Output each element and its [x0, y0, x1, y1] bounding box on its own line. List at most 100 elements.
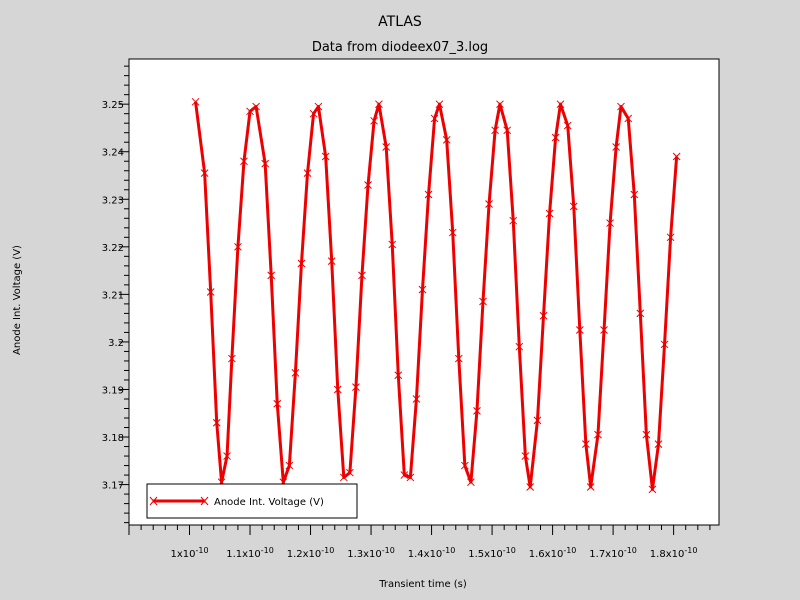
data-point-marker [594, 430, 602, 439]
data-point-marker [346, 468, 354, 477]
data-point-marker [551, 133, 560, 142]
chart-subtitle: Data from diodeex07_3.log [312, 40, 488, 55]
data-point-marker [606, 219, 614, 227]
data-point-marker [526, 483, 535, 491]
x-axis-label: Transient time (s) [378, 579, 467, 590]
data-point-marker [240, 157, 248, 166]
data-point-marker [375, 100, 383, 109]
y-tick-label: 3.21 [102, 290, 124, 301]
data-point-marker [642, 430, 651, 439]
data-point-marker [563, 121, 572, 130]
data-point-marker [600, 326, 608, 334]
data-point-marker [406, 473, 415, 482]
data-point-marker [382, 143, 391, 151]
legend: Anode Int. Voltage (V) [146, 483, 358, 519]
data-point-marker [672, 152, 681, 161]
data-point-marker [617, 102, 625, 111]
data-point-marker [212, 418, 221, 427]
x-axis: 1x10-10 1.1x10-10 1.2x10-10 1.3x10-10 1.4x10… [128, 525, 711, 560]
data-point-marker [448, 228, 457, 237]
data-point-marker [206, 288, 215, 296]
x-tick-label: 1.8x10-10 [650, 546, 698, 560]
data-point-marker [267, 271, 276, 280]
x-tick-label: 1.1x10-10 [226, 546, 274, 560]
legend-marker-right [200, 496, 209, 506]
y-tick-label: 3.25 [102, 100, 124, 111]
data-point-marker [586, 483, 595, 491]
data-point-marker [485, 200, 493, 208]
data-point-marker [424, 190, 433, 199]
data-point-marker [509, 216, 518, 225]
data-point-marker [515, 342, 524, 351]
y-axis: 3.17 3.18 3.19 3.2 3.21 3.22 3.23 3.24 3.25 [102, 65, 129, 524]
x-tick-label: 1.6x10-10 [529, 546, 577, 560]
y-axis-label: Anode Int. Voltage (V) [12, 245, 23, 355]
x-tick-label: 1.7x10-10 [589, 546, 637, 560]
y-tick-label: 3.24 [102, 148, 124, 159]
data-point-marker [303, 169, 312, 177]
data-point-marker [442, 135, 451, 144]
data-point-marker [394, 371, 403, 380]
data-point-marker [660, 340, 669, 349]
data-point-marker [575, 326, 584, 334]
x-tick-label: 1.3x10-10 [347, 546, 395, 560]
data-point-marker [496, 100, 504, 109]
data-point-marker [630, 190, 639, 199]
data-point-marker [252, 102, 260, 111]
data-point-marker [569, 202, 578, 211]
y-tick-label: 3.2 [108, 338, 124, 349]
data-point-marker [666, 233, 675, 242]
x-tick-label: 1x10-10 [170, 546, 208, 560]
data-point-marker [503, 126, 512, 135]
data-point-marker [339, 473, 348, 482]
data-point-marker [200, 169, 209, 177]
data-point-marker [479, 297, 487, 306]
data-point-marker [327, 257, 336, 265]
data-point-marker [648, 485, 657, 494]
data-point-marker [460, 461, 469, 470]
data-point-marker [309, 109, 318, 118]
x-tick-label: 1.2x10-10 [287, 546, 335, 560]
data-point-marker [545, 209, 554, 218]
y-tick-label: 3.18 [102, 433, 124, 444]
y-tick-label: 3.23 [102, 195, 124, 206]
data-point-marker [473, 407, 481, 415]
data-point-marker [467, 478, 475, 487]
data-point-marker [582, 440, 590, 449]
data-point-marker [228, 354, 236, 363]
data-point-marker [624, 114, 633, 123]
data-point-marker [223, 452, 231, 460]
data-point-marker [418, 285, 427, 294]
data-point-marker [234, 242, 242, 251]
y-tick-label: 3.22 [102, 243, 124, 254]
x-tick-label: 1.4x10-10 [408, 546, 456, 560]
data-point-marker [430, 114, 439, 123]
legend-label: Anode Int. Voltage (V) [214, 497, 324, 508]
x-tick-label: 1.5x10-10 [468, 546, 516, 560]
data-point-marker [533, 416, 542, 425]
data-point-marker [388, 240, 397, 249]
y-tick-label: 3.19 [102, 385, 124, 396]
data-point-marker [370, 116, 378, 125]
data-point-marker [321, 152, 330, 161]
data-point-marker [556, 100, 565, 109]
legend-marker-left [149, 496, 158, 506]
data-point-marker [291, 368, 300, 377]
data-point-marker [333, 385, 342, 394]
data-point-marker [364, 181, 372, 189]
data-point-marker [191, 97, 200, 106]
y-tick-label: 3.17 [102, 481, 124, 492]
data-point-marker [314, 102, 323, 111]
data-point-marker [412, 395, 421, 403]
data-point-marker [521, 452, 530, 460]
data-point-marker [435, 100, 444, 109]
data-point-marker [297, 259, 306, 268]
data-point-marker [352, 383, 360, 391]
data-point-marker [285, 461, 294, 470]
chart-title: ATLAS [378, 14, 422, 30]
data-point-marker [654, 440, 663, 449]
data-point-marker [246, 107, 254, 116]
data-point-marker [539, 311, 548, 320]
data-point-marker [261, 159, 270, 168]
